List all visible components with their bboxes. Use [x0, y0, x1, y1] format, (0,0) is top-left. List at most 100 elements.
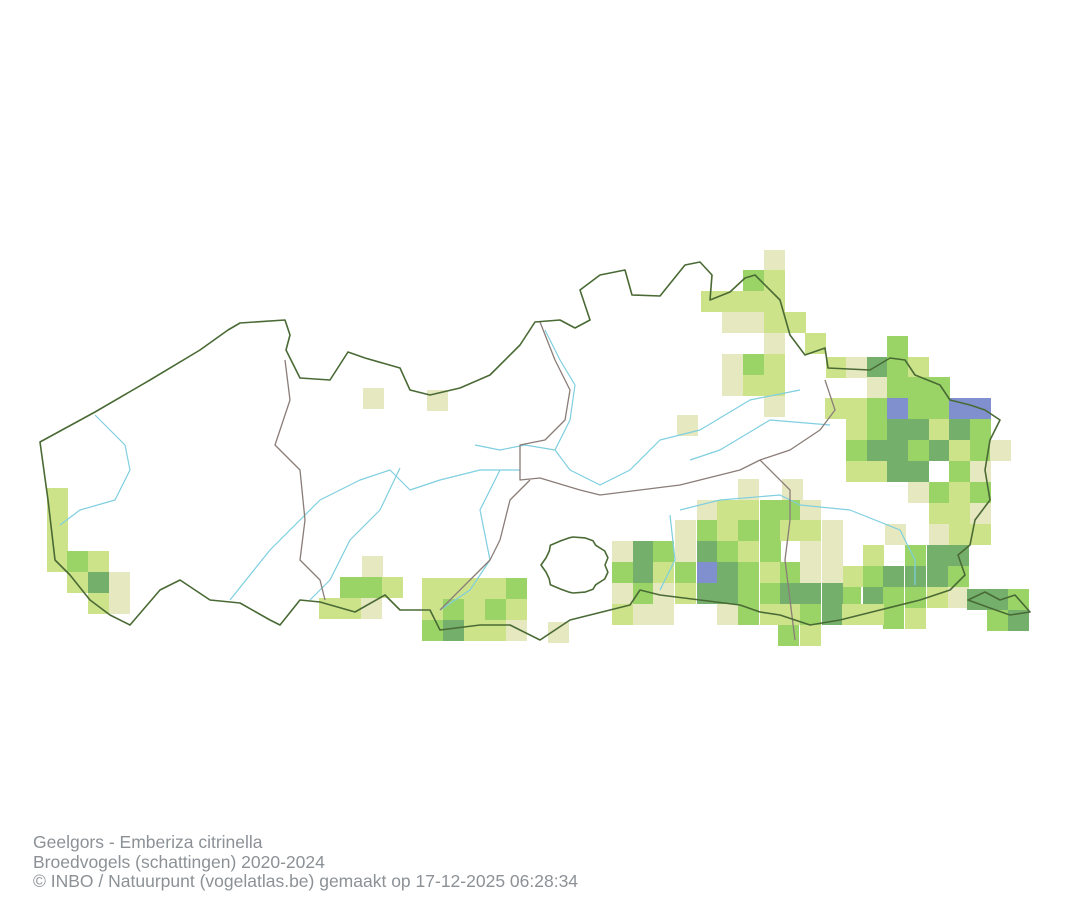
grid-cell-class-4	[88, 572, 109, 593]
grid-cell-class-3	[887, 357, 908, 378]
grid-cell-class-5	[887, 398, 908, 419]
grid-cell-class-1	[990, 440, 1011, 461]
grid-cell-class-2	[764, 312, 785, 333]
grid-cell-class-3	[987, 610, 1008, 631]
grid-cell-class-4	[887, 440, 908, 461]
grid-cell-class-4	[822, 583, 843, 604]
grid-cell-class-2	[653, 562, 674, 583]
river-line	[689, 419, 831, 461]
grid-cell-class-1	[109, 572, 130, 593]
grid-cell-class-1	[800, 500, 821, 521]
grid-cell-class-2	[47, 488, 68, 509]
voeren-border	[967, 591, 1031, 616]
grid-cell-class-2	[485, 578, 506, 599]
province-border-line	[274, 359, 326, 601]
grid-cell-class-2	[464, 578, 485, 599]
grid-cell-class-1	[822, 520, 843, 541]
brussels-border	[540, 536, 609, 594]
grid-cell-class-2	[800, 625, 821, 646]
grid-cell-class-4	[633, 562, 654, 583]
grid-cell-class-2	[47, 509, 68, 530]
grid-cell-class-4	[883, 566, 904, 587]
grid-cell-class-2	[422, 599, 443, 620]
grid-cell-class-3	[929, 398, 950, 419]
grid-cell-class-1	[822, 541, 843, 562]
flanders-border	[39, 261, 1001, 641]
grid-cell-class-4	[717, 562, 738, 583]
grid-cell-class-1	[722, 375, 743, 396]
grid-cell-class-2	[846, 419, 867, 440]
grid-cell-class-4	[887, 461, 908, 482]
grid-cell-class-2	[825, 398, 846, 419]
grid-cell-class-3	[970, 440, 991, 461]
grid-cell-class-2	[780, 520, 801, 541]
grid-cell-class-2	[717, 500, 738, 521]
grid-cell-class-1	[885, 524, 906, 545]
grid-cell-class-4	[717, 583, 738, 604]
grid-cell-class-2	[319, 598, 340, 619]
grid-cell-class-2	[738, 500, 759, 521]
grid-cell-class-3	[443, 599, 464, 620]
province-border-line	[519, 321, 836, 496]
grid-cell-class-2	[949, 524, 970, 545]
river-line	[554, 389, 801, 486]
grid-cell-class-4	[927, 566, 948, 587]
river-line	[474, 329, 576, 451]
grid-cell-class-4	[927, 545, 948, 566]
grid-cell-class-2	[612, 604, 633, 625]
grid-cell-class-2	[88, 593, 109, 614]
grid-cell-class-2	[764, 270, 785, 291]
grid-cell-class-2	[863, 604, 884, 625]
grid-cell-class-3	[905, 587, 926, 608]
grid-cell-class-3	[908, 377, 929, 398]
map-caption: Geelgors - Emberiza citrinella Broedvoge…	[33, 832, 579, 892]
grid-cell-class-2	[949, 482, 970, 503]
credit-line: © INBO / Natuurpunt (vogelatlas.be) gema…	[33, 871, 579, 891]
grid-cell-class-3	[867, 419, 888, 440]
grid-cell-class-2	[764, 291, 785, 312]
grid-cell-class-3	[485, 599, 506, 620]
grid-cell-class-3	[970, 482, 991, 503]
grid-cell-class-1	[675, 541, 696, 562]
grid-cell-class-3	[883, 608, 904, 629]
river-line	[229, 469, 520, 601]
grid-cell-class-1	[867, 377, 888, 398]
grid-cell-class-2	[764, 354, 785, 375]
grid-cell-class-3	[697, 520, 718, 541]
grid-cell-class-2	[929, 419, 950, 440]
grid-cell-class-3	[778, 625, 799, 646]
grid-cell-class-3	[633, 583, 654, 604]
grid-cell-class-3	[717, 541, 738, 562]
river-line	[309, 467, 401, 601]
grid-cell-class-2	[908, 357, 929, 378]
grid-cell-class-3	[760, 520, 781, 541]
grid-cell-class-1	[970, 461, 991, 482]
grid-cell-class-1	[822, 562, 843, 583]
province-borders	[274, 321, 836, 641]
grid-cell-class-1	[612, 583, 633, 604]
grid-cell-class-3	[738, 520, 759, 541]
grid-cell-class-3	[800, 604, 821, 625]
province-border-line	[759, 459, 796, 641]
grid-cell-class-1	[548, 622, 569, 643]
grid-cell-class-3	[863, 566, 884, 587]
grid-cell-class-3	[675, 562, 696, 583]
grid-cell-class-2	[760, 562, 781, 583]
grid-cell-class-3	[887, 377, 908, 398]
grid-cell-class-2	[800, 520, 821, 541]
grid-cell-class-1	[633, 604, 654, 625]
grid-cell-class-3	[948, 566, 969, 587]
grid-cell-class-3	[361, 577, 382, 598]
species-title: Geelgors - Emberiza citrinella	[33, 832, 263, 852]
grid-cell-class-1	[717, 604, 738, 625]
river-line	[59, 414, 131, 526]
grid-cell-class-2	[506, 599, 527, 620]
grid-cell-class-3	[760, 500, 781, 521]
grid-cell-class-4	[867, 440, 888, 461]
grid-cell-class-3	[908, 398, 929, 419]
river-line	[659, 514, 676, 591]
grid-cell-class-4	[887, 419, 908, 440]
grid-cell-class-2	[743, 291, 764, 312]
grid-cell-class-2	[949, 503, 970, 524]
